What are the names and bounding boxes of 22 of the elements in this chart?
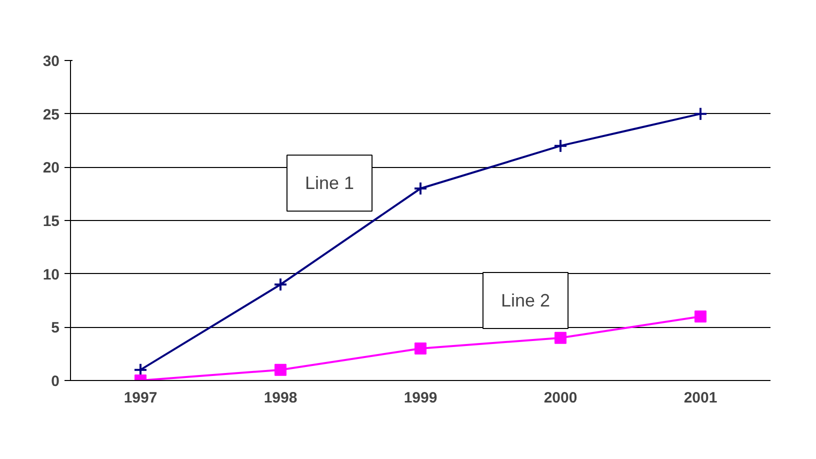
point (274, 278, 288, 292)
series-label: Line 1 (304, 173, 354, 194)
point (554, 138, 568, 153)
point (694, 310, 706, 322)
x-tick-label: 2000 (544, 390, 578, 406)
y-tick-label: 25 (42, 106, 60, 124)
point (414, 342, 426, 354)
series-label: Line 2 (500, 290, 550, 310)
y-tick-label: 20 (42, 160, 60, 177)
point (274, 364, 286, 376)
point (554, 332, 566, 344)
x-tick-label: 1997 (124, 390, 158, 406)
y-tick-label: 15 (42, 213, 60, 230)
point (694, 106, 708, 121)
y-tick-label: 5 (51, 320, 60, 337)
x-tick-label: 1998 (264, 390, 298, 406)
x-tick-label: 2001 (684, 390, 718, 406)
y-tick-label: 30 (42, 53, 60, 70)
x-tick-label: 1999 (404, 390, 438, 406)
y-tick-label: 10 (42, 266, 60, 284)
point (414, 182, 428, 196)
y-tick-label: 0 (51, 373, 60, 390)
